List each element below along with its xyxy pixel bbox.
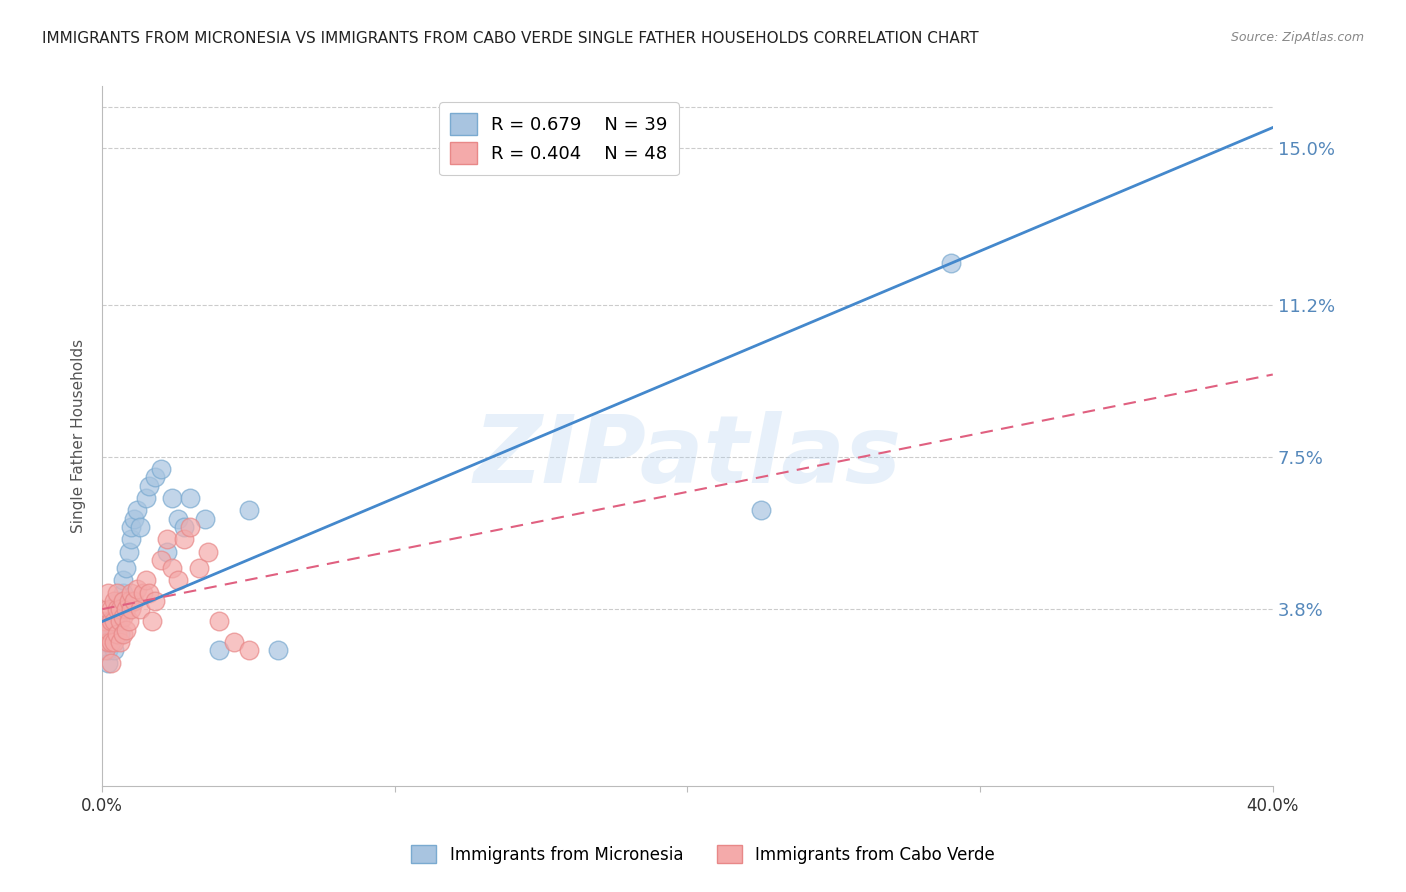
- Point: [97, 643, 120, 657]
- Point: [173, 532, 195, 546]
- Point: [111, 574, 134, 588]
- Point: [197, 544, 219, 558]
- Point: [100, 602, 122, 616]
- Point: [97, 627, 120, 641]
- Point: [121, 520, 143, 534]
- Y-axis label: Single Father Households: Single Father Households: [72, 339, 86, 533]
- Point: [117, 615, 139, 629]
- Point: [208, 615, 231, 629]
- Legend: R = 0.679    N = 39, R = 0.404    N = 48: R = 0.679 N = 39, R = 0.404 N = 48: [439, 103, 679, 176]
- Point: [97, 635, 120, 649]
- Text: Source: ZipAtlas.com: Source: ZipAtlas.com: [1230, 31, 1364, 45]
- Point: [114, 561, 136, 575]
- Point: [105, 602, 128, 616]
- Point: [100, 615, 122, 629]
- Point: [155, 544, 177, 558]
- Point: [127, 582, 149, 596]
- Point: [103, 594, 125, 608]
- Point: [749, 503, 772, 517]
- Point: [173, 520, 195, 534]
- Point: [97, 623, 120, 637]
- Point: [94, 615, 117, 629]
- Point: [121, 585, 143, 599]
- Point: [111, 627, 134, 641]
- Point: [129, 520, 152, 534]
- Point: [167, 574, 190, 588]
- Point: [121, 602, 143, 616]
- Point: [135, 574, 157, 588]
- Point: [124, 511, 146, 525]
- Point: [267, 643, 290, 657]
- Point: [100, 615, 122, 629]
- Legend: Immigrants from Micronesia, Immigrants from Cabo Verde: Immigrants from Micronesia, Immigrants f…: [405, 838, 1001, 871]
- Point: [100, 623, 122, 637]
- Point: [208, 643, 231, 657]
- Point: [105, 615, 128, 629]
- Point: [143, 470, 166, 484]
- Point: [129, 602, 152, 616]
- Point: [179, 520, 201, 534]
- Point: [108, 635, 131, 649]
- Point: [103, 643, 125, 657]
- Point: [103, 615, 125, 629]
- Point: [97, 602, 120, 616]
- Point: [108, 602, 131, 616]
- Point: [124, 594, 146, 608]
- Point: [105, 602, 128, 616]
- Point: [132, 585, 155, 599]
- Text: IMMIGRANTS FROM MICRONESIA VS IMMIGRANTS FROM CABO VERDE SINGLE FATHER HOUSEHOLD: IMMIGRANTS FROM MICRONESIA VS IMMIGRANTS…: [42, 31, 979, 46]
- Point: [111, 594, 134, 608]
- Point: [187, 561, 209, 575]
- Point: [238, 503, 260, 517]
- Point: [103, 627, 125, 641]
- Point: [94, 635, 117, 649]
- Point: [94, 643, 117, 657]
- Point: [135, 491, 157, 505]
- Point: [94, 627, 117, 641]
- Point: [108, 627, 131, 641]
- Point: [103, 635, 125, 649]
- Point: [143, 594, 166, 608]
- Point: [100, 656, 122, 670]
- Point: [127, 503, 149, 517]
- Point: [105, 585, 128, 599]
- Point: [100, 635, 122, 649]
- Point: [179, 491, 201, 505]
- Point: [149, 553, 172, 567]
- Point: [138, 478, 160, 492]
- Point: [108, 602, 131, 616]
- Point: [149, 462, 172, 476]
- Point: [167, 511, 190, 525]
- Point: [105, 594, 128, 608]
- Point: [117, 594, 139, 608]
- Point: [105, 627, 128, 641]
- Point: [939, 256, 962, 270]
- Point: [162, 561, 184, 575]
- Point: [162, 491, 184, 505]
- Point: [238, 643, 260, 657]
- Point: [108, 615, 131, 629]
- Point: [97, 656, 120, 670]
- Point: [141, 615, 163, 629]
- Point: [155, 532, 177, 546]
- Point: [121, 532, 143, 546]
- Point: [114, 602, 136, 616]
- Point: [97, 585, 120, 599]
- Point: [111, 585, 134, 599]
- Point: [94, 623, 117, 637]
- Point: [194, 511, 217, 525]
- Point: [222, 635, 245, 649]
- Text: ZIPatlas: ZIPatlas: [474, 411, 901, 503]
- Point: [117, 544, 139, 558]
- Point: [114, 623, 136, 637]
- Point: [100, 635, 122, 649]
- Point: [111, 610, 134, 624]
- Point: [138, 585, 160, 599]
